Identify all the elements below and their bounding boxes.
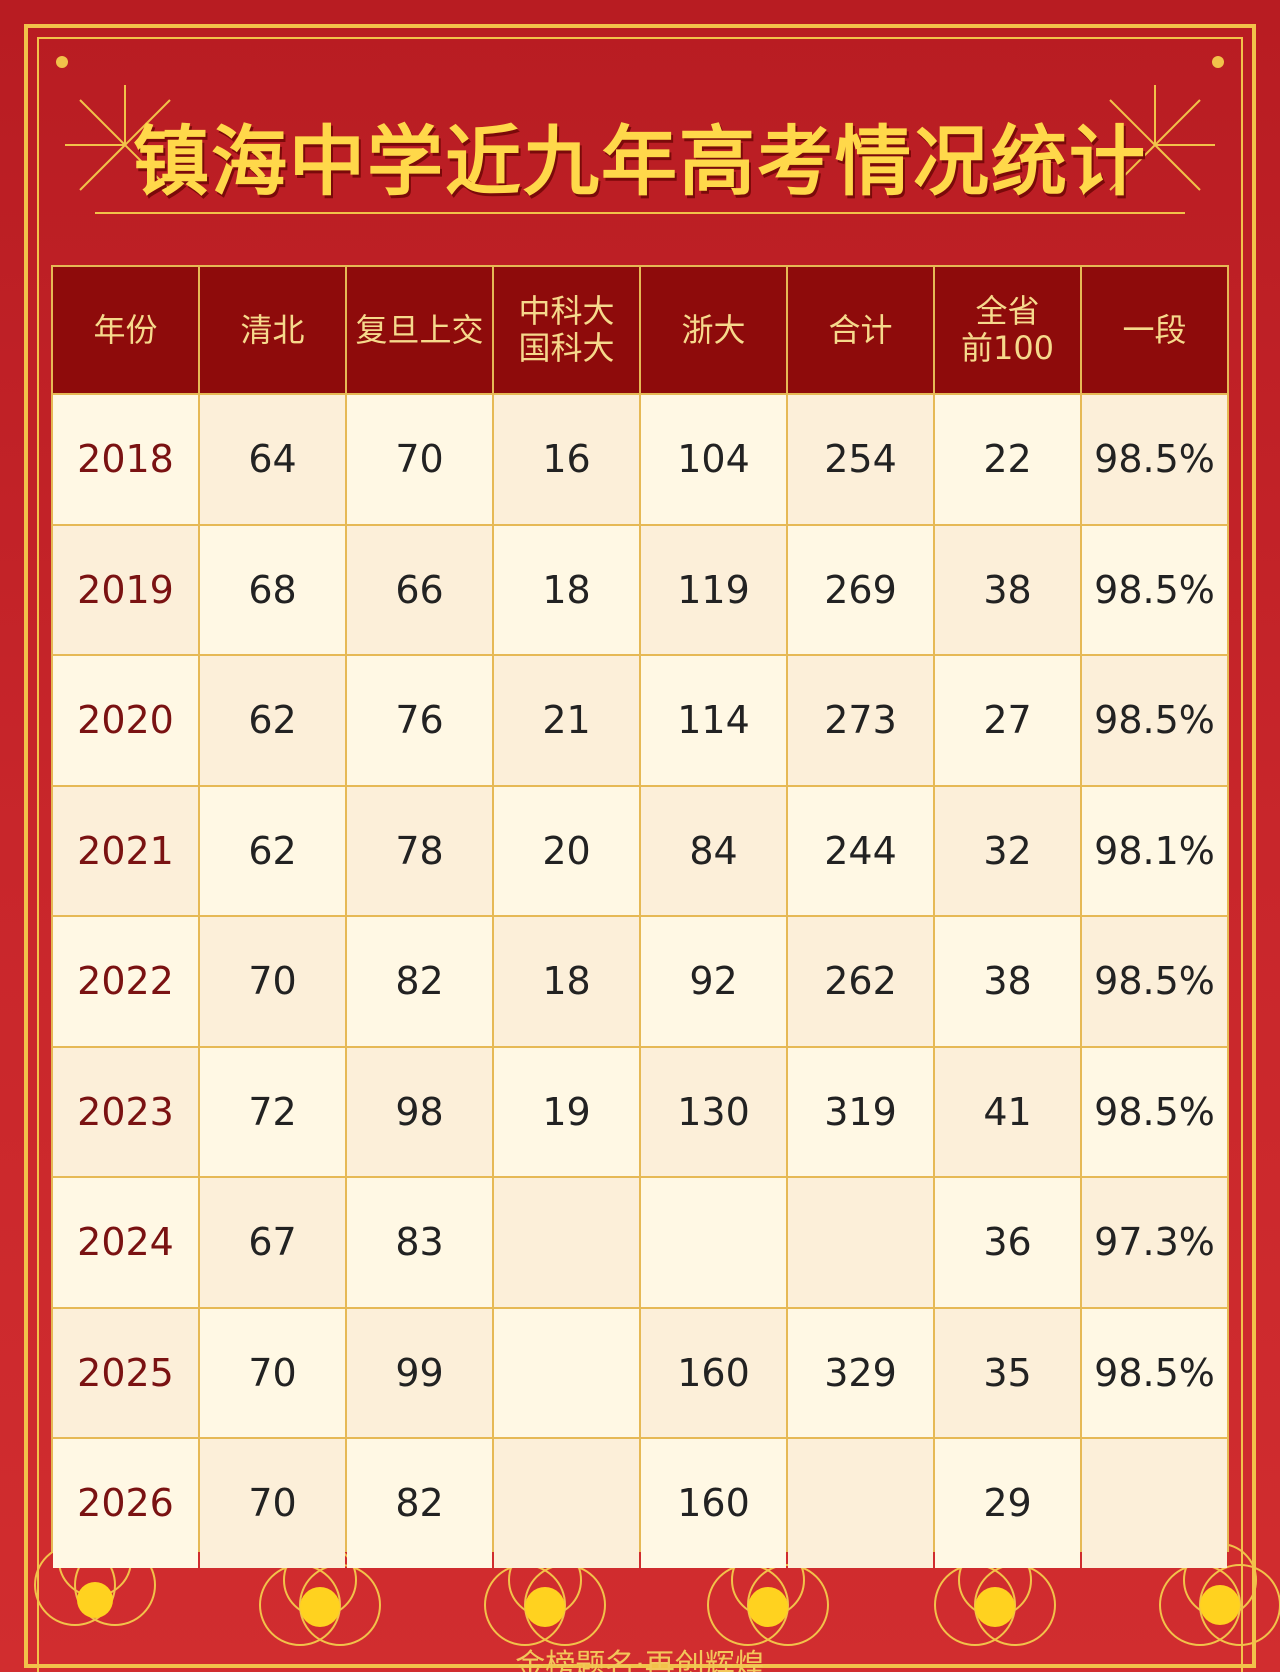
data-cell: 76: [347, 656, 492, 785]
data-cell: [494, 1439, 639, 1568]
data-cell: 114: [641, 656, 786, 785]
data-cell: 82: [347, 1439, 492, 1568]
data-cell: 98.5%: [1082, 656, 1227, 785]
column-header: 合计: [788, 267, 933, 393]
data-cell: 29: [935, 1439, 1080, 1568]
data-cell: 21: [494, 656, 639, 785]
data-cell: [494, 1308, 639, 1437]
data-cell: 244: [788, 786, 933, 915]
data-cell: 66: [347, 525, 492, 654]
data-cell: 27: [935, 656, 1080, 785]
data-cell: 18: [494, 917, 639, 1046]
data-cell: 92: [641, 917, 786, 1046]
data-cell: 82: [347, 917, 492, 1046]
data-cell: 67: [200, 1178, 345, 1307]
data-cell: 70: [347, 395, 492, 524]
data-cell: [494, 1178, 639, 1307]
data-cell: 70: [200, 1308, 345, 1437]
year-cell: 2020: [53, 656, 198, 785]
data-cell: 78: [347, 786, 492, 915]
year-cell: 2021: [53, 786, 198, 915]
column-header: 年份: [53, 267, 198, 393]
year-cell: 2019: [53, 525, 198, 654]
data-cell: 98.1%: [1082, 786, 1227, 915]
data-cell: 68: [200, 525, 345, 654]
data-cell: 38: [935, 917, 1080, 1046]
data-cell: 98: [347, 1047, 492, 1176]
column-header: 复旦上交: [347, 267, 492, 393]
data-cell: 160: [641, 1439, 786, 1568]
stats-table: 年份 清北 复旦上交 中科大 国科大 浙大 合计 全省 前100 一段 2018 64 70 16 104 2…: [51, 265, 1229, 1568]
column-header: 浙大: [641, 267, 786, 393]
data-cell: 97.3%: [1082, 1178, 1227, 1307]
data-cell: 72: [200, 1047, 345, 1176]
data-cell: 19: [494, 1047, 639, 1176]
data-cell: 254: [788, 395, 933, 524]
data-cell: 36: [935, 1178, 1080, 1307]
data-cell: 329: [788, 1308, 933, 1437]
data-cell: 98.5%: [1082, 1308, 1227, 1437]
data-cell: 84: [641, 786, 786, 915]
data-cell: 98.5%: [1082, 395, 1227, 524]
data-cell: 64: [200, 395, 345, 524]
data-cell: 98.5%: [1082, 525, 1227, 654]
data-cell: 38: [935, 525, 1080, 654]
data-cell: 20: [494, 786, 639, 915]
data-cell: 262: [788, 917, 933, 1046]
data-cell: 130: [641, 1047, 786, 1176]
data-cell: 41: [935, 1047, 1080, 1176]
data-cell: [788, 1439, 933, 1568]
year-cell: 2024: [53, 1178, 198, 1307]
data-cell: 70: [200, 917, 345, 1046]
data-cell: 62: [200, 786, 345, 915]
data-cell: 319: [788, 1047, 933, 1176]
column-header: 一段: [1082, 267, 1227, 393]
data-cell: 70: [200, 1439, 345, 1568]
column-header: 全省 前100: [935, 267, 1080, 393]
data-cell: 16: [494, 395, 639, 524]
data-cell: 35: [935, 1308, 1080, 1437]
data-cell: [641, 1178, 786, 1307]
data-cell: 160: [641, 1308, 786, 1437]
year-cell: 2018: [53, 395, 198, 524]
data-cell: [788, 1178, 933, 1307]
data-cell: 104: [641, 395, 786, 524]
header-line: 中科大: [518, 292, 615, 331]
year-cell: 2025: [53, 1308, 198, 1437]
year-cell: 2026: [53, 1439, 198, 1568]
column-header: 中科大 国科大: [494, 267, 639, 393]
data-cell: 99: [347, 1308, 492, 1437]
data-cell: 22: [935, 395, 1080, 524]
data-cell: 119: [641, 525, 786, 654]
column-header: 清北: [200, 267, 345, 393]
data-cell: 18: [494, 525, 639, 654]
data-cell: 98.5%: [1082, 1047, 1227, 1176]
year-cell: 2022: [53, 917, 198, 1046]
year-cell: 2023: [53, 1047, 198, 1176]
data-cell: 98.5%: [1082, 917, 1227, 1046]
data-cell: 83: [347, 1178, 492, 1307]
data-cell: 273: [788, 656, 933, 785]
data-cell: 62: [200, 656, 345, 785]
footer-slogan: 金榜题名·再创辉煌: [515, 1648, 765, 1672]
data-cell: 269: [788, 525, 933, 654]
header-line: 国科大: [518, 329, 615, 367]
header-line: 全省: [975, 292, 1040, 331]
header-line: 前100: [960, 329, 1055, 367]
title: 镇海中学近九年高考情况统计: [133, 117, 1147, 206]
data-cell: 32: [935, 786, 1080, 915]
data-cell: [1082, 1439, 1227, 1568]
